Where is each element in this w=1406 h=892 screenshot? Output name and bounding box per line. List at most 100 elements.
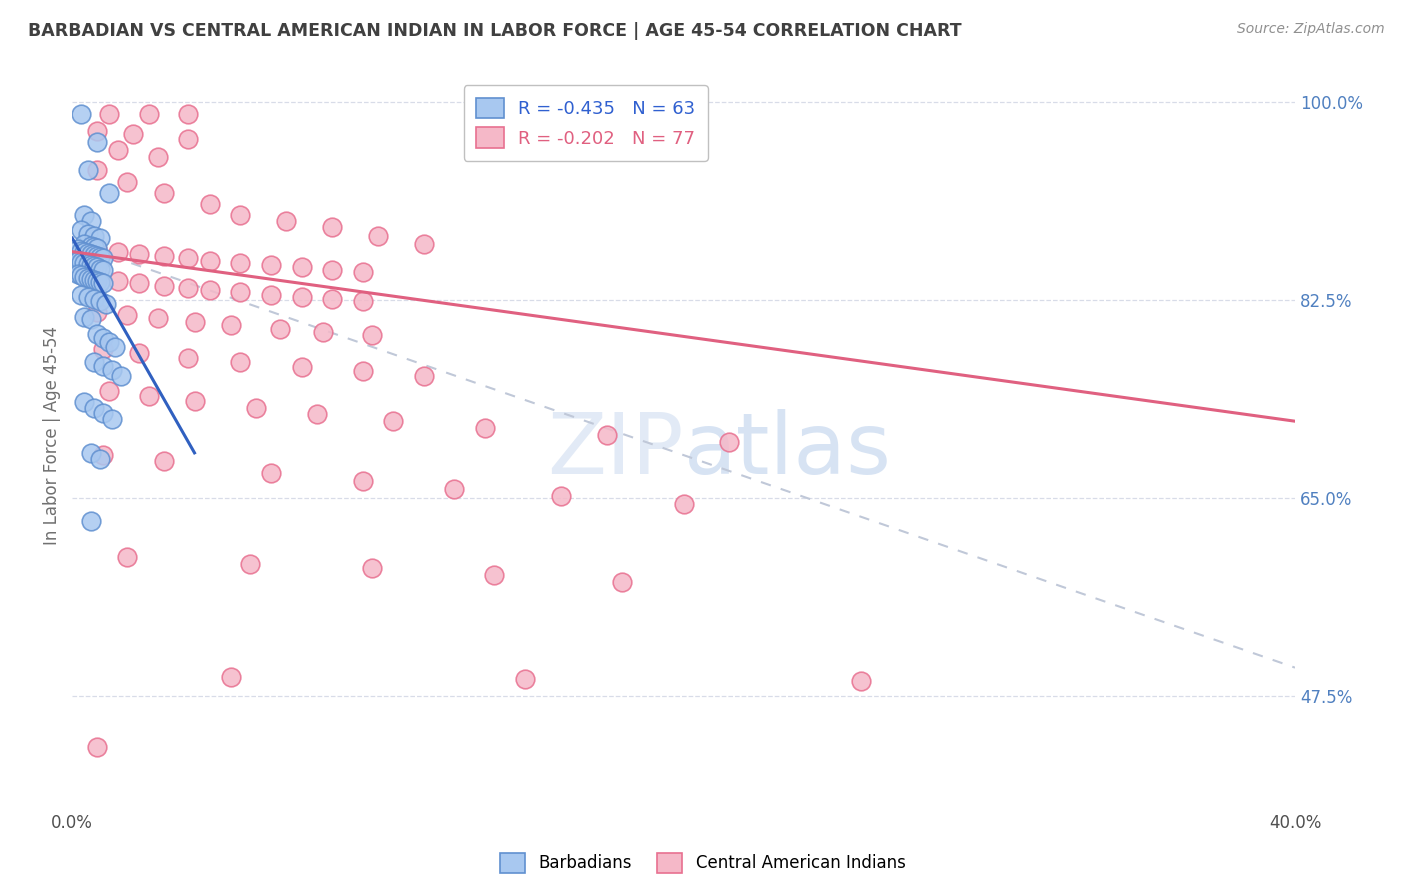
Point (83, 401, 105, 415)
Point (79, 514, 101, 528)
Point (138, 389, 160, 403)
Point (73, 209, 96, 223)
Point (86, 124, 108, 138)
Point (672, 497, 695, 511)
Point (73, 269, 96, 284)
Point (513, 672, 536, 686)
Point (91, 330, 114, 344)
Point (83, 240, 105, 254)
Point (153, 278, 176, 293)
Point (482, 568, 505, 582)
Point (321, 219, 343, 234)
Point (382, 414, 405, 428)
Point (146, 311, 169, 326)
Point (718, 434, 741, 449)
Point (260, 287, 283, 301)
Point (153, 454, 176, 468)
Point (97, 186, 120, 200)
Point (86, 243, 108, 257)
Point (260, 467, 283, 481)
Point (70, 268, 93, 283)
Point (83, 292, 105, 306)
Point (89, 451, 111, 466)
Point (412, 369, 434, 384)
Point (110, 369, 132, 384)
Point (76, 257, 98, 271)
Point (849, 674, 872, 689)
Point (70, 244, 93, 258)
Point (67, 267, 90, 281)
Point (198, 197, 221, 211)
Point (229, 285, 252, 300)
Point (86, 241, 108, 255)
Point (107, 143, 129, 157)
Point (94, 296, 117, 310)
Point (360, 561, 382, 575)
Point (73, 310, 96, 325)
Point (367, 228, 389, 243)
Point (79, 247, 101, 261)
Point (360, 328, 382, 343)
Point (67, 243, 90, 257)
Point (443, 482, 465, 496)
Point (229, 256, 252, 270)
Point (153, 249, 176, 263)
Point (612, 574, 634, 589)
Point (97, 107, 120, 121)
Point (101, 412, 124, 426)
Point (565, 107, 588, 121)
Point (91, 359, 114, 373)
Point (412, 236, 434, 251)
Point (474, 421, 496, 435)
Point (183, 393, 205, 408)
Point (70, 223, 93, 237)
Text: atlas: atlas (683, 409, 891, 492)
Point (128, 277, 150, 291)
Point (290, 260, 312, 275)
Point (79, 214, 101, 228)
Point (86, 260, 108, 275)
Point (245, 401, 267, 415)
Point (117, 549, 139, 564)
Point (550, 489, 572, 503)
Point (290, 290, 312, 304)
Point (70, 255, 93, 269)
Point (91, 262, 114, 277)
Point (312, 325, 335, 339)
Point (83, 248, 105, 262)
Point (305, 408, 328, 422)
Point (352, 265, 374, 279)
Point (91, 342, 114, 356)
Point (107, 274, 129, 288)
Point (76, 290, 98, 304)
Point (89, 261, 111, 276)
Point (177, 351, 200, 365)
Point (97, 384, 120, 398)
Point (91, 448, 114, 462)
Text: ZIP: ZIP (547, 409, 683, 492)
Point (73, 244, 96, 259)
Point (183, 315, 205, 329)
Point (269, 321, 291, 335)
Point (83, 228, 105, 243)
Point (321, 292, 343, 306)
Point (352, 474, 374, 488)
Point (91, 277, 114, 291)
Point (229, 355, 252, 369)
Point (117, 175, 139, 189)
Point (89, 275, 111, 289)
Point (104, 340, 127, 354)
Point (79, 258, 101, 272)
Point (79, 239, 101, 253)
Point (596, 427, 619, 442)
Point (83, 273, 105, 287)
Point (177, 131, 200, 145)
Point (83, 260, 105, 274)
Point (86, 163, 108, 178)
Point (91, 252, 114, 266)
Point (83, 355, 105, 369)
Point (276, 214, 298, 228)
Point (146, 150, 169, 164)
Text: BARBADIAN VS CENTRAL AMERICAN INDIAN IN LABOR FORCE | AGE 45-54 CORRELATION CHAR: BARBADIAN VS CENTRAL AMERICAN INDIAN IN … (28, 22, 962, 40)
Point (73, 236, 96, 251)
